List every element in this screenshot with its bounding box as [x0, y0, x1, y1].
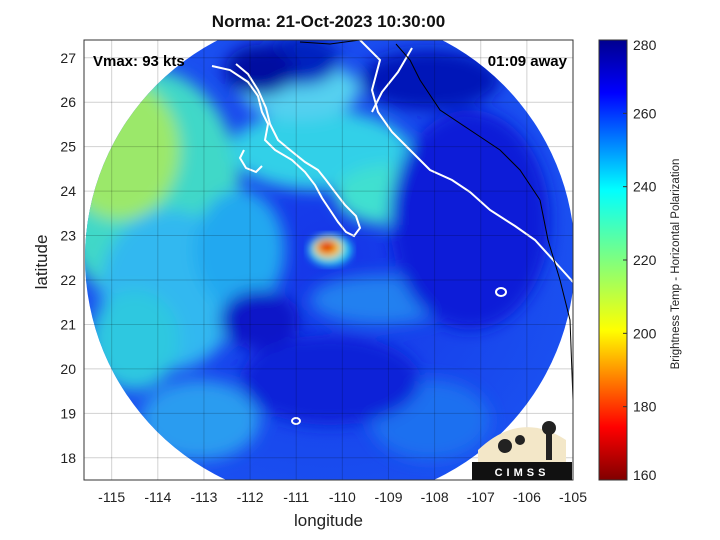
- y-tick-label: 27: [60, 50, 76, 66]
- cimss-logo: CIMSS: [472, 421, 572, 480]
- vmax-annotation: Vmax: 93 kts: [93, 53, 185, 70]
- colorbar-tick-label: 280: [633, 37, 657, 53]
- x-tick-label: -110: [329, 489, 356, 505]
- y-axis-ticks: 18 19 20 21 22 23 24 25 26 27: [60, 50, 76, 466]
- x-tick-label: -109: [374, 489, 402, 505]
- colorbar-tick-label: 160: [633, 467, 657, 483]
- x-tick-label: -105: [559, 489, 587, 505]
- satellite-swath: [85, 40, 573, 480]
- logo-text: CIMSS: [495, 467, 550, 479]
- x-tick-label: -115: [98, 489, 125, 505]
- colorbar-label: Brightness Temp - Horizontal Polarizatio…: [670, 158, 682, 370]
- y-tick-label: 22: [60, 272, 76, 288]
- colorbar-tick-label: 180: [633, 399, 657, 415]
- y-tick-label: 20: [60, 361, 76, 377]
- coastline-lines: [211, 40, 573, 425]
- x-tick-label: -112: [237, 489, 264, 505]
- x-tick-label: -111: [283, 489, 309, 505]
- x-tick-label: -113: [190, 489, 217, 505]
- y-axis-label: latitude: [32, 234, 51, 290]
- colorbar-ticks: 160 180 200 220 240 260 280: [623, 37, 657, 483]
- time-away-annotation: 01:09 away: [487, 53, 567, 70]
- x-axis-ticks: -115 -114 -113 -112 -111 -110 -109 -108 -107 -106…: [98, 489, 587, 505]
- y-tick-label: 25: [60, 139, 76, 155]
- border-lines: [299, 40, 573, 401]
- colorbar: [598, 39, 628, 481]
- x-tick-label: -114: [144, 489, 171, 505]
- colorbar-tick-label: 200: [633, 325, 657, 341]
- y-tick-label: 24: [60, 183, 76, 199]
- x-axis-label: longitude: [293, 511, 363, 530]
- y-tick-label: 19: [60, 405, 76, 421]
- y-tick-label: 21: [60, 316, 76, 332]
- y-tick-label: 18: [60, 450, 76, 466]
- map-title: Norma: 21-Oct-2023 10:30:00: [211, 12, 446, 31]
- colorbar-tick-label: 240: [633, 179, 657, 195]
- x-tick-label: -106: [513, 489, 541, 505]
- colorbar-tick-label: 220: [633, 252, 657, 268]
- y-tick-label: 23: [60, 228, 76, 244]
- x-tick-label: -108: [421, 489, 449, 505]
- y-tick-label: 26: [60, 94, 76, 110]
- axes-frame: [83, 39, 574, 481]
- x-tick-label: -107: [467, 489, 495, 505]
- colorbar-tick-label: 260: [633, 105, 657, 121]
